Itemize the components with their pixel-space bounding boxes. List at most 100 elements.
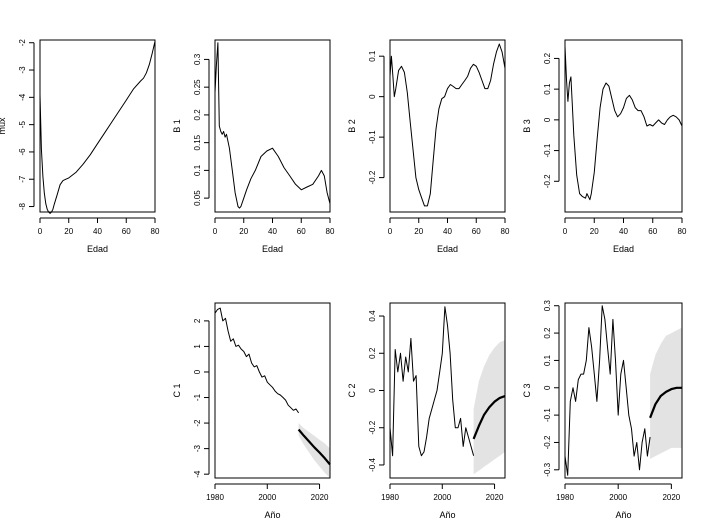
y-tick-label: -0.2 bbox=[543, 435, 552, 449]
panel-4: 0 20 40 60 80 Edad -0.2 -0.1 0 0.1 0.2 B 3 bbox=[522, 39, 687, 254]
x-tick-label: 20 bbox=[590, 227, 599, 236]
x-tick-label: 80 bbox=[678, 227, 687, 236]
forecast-band bbox=[298, 423, 330, 478]
plot-frame bbox=[389, 302, 506, 479]
x-tick-label: 60 bbox=[648, 227, 657, 236]
y-tick-label: -3 bbox=[18, 66, 27, 74]
x-axis-label: Edad bbox=[437, 244, 458, 254]
plot-frame bbox=[214, 39, 331, 213]
x-tick-label: 1980 bbox=[556, 493, 574, 502]
y-tick-label: 1 bbox=[193, 344, 202, 349]
series-line bbox=[214, 307, 300, 414]
x-tick-label: 1980 bbox=[206, 493, 224, 502]
x-axis: 1980 2000 2020 bbox=[381, 483, 504, 502]
x-tick-label: 2020 bbox=[311, 493, 329, 502]
panel-1: 0 20 40 60 80 Edad -8 -7 -6 -5 -4 -3 -2 mux bbox=[0, 39, 160, 254]
y-tick-label: -3 bbox=[193, 445, 202, 453]
x-axis: 0 20 40 60 80 bbox=[563, 217, 687, 236]
y-tick-label: 0.1 bbox=[543, 83, 552, 95]
series-line bbox=[564, 305, 651, 476]
plot-frame bbox=[564, 302, 683, 479]
y-axis: -0.2 -0.1 0 0.1 bbox=[368, 50, 385, 184]
y-tick-label: -0.2 bbox=[543, 174, 552, 188]
y-tick-label: 0.25 bbox=[193, 79, 202, 95]
y-tick-label: 0.2 bbox=[543, 52, 552, 64]
series-line bbox=[39, 41, 156, 214]
x-tick-label: 0 bbox=[38, 227, 43, 236]
x-tick-label: 0 bbox=[213, 227, 218, 236]
y-tick-label: 0 bbox=[368, 94, 377, 99]
y-axis-label: mux bbox=[0, 117, 7, 135]
y-tick-label: 0 bbox=[193, 369, 202, 374]
x-tick-label: 60 bbox=[472, 227, 481, 236]
y-tick-label: -0.1 bbox=[368, 130, 377, 144]
x-axis-label: Edad bbox=[613, 244, 634, 254]
y-tick-label: -0.4 bbox=[368, 458, 377, 472]
plot-frame bbox=[389, 39, 506, 213]
plot-frame bbox=[564, 39, 683, 213]
series-line bbox=[389, 306, 475, 457]
x-tick-label: 40 bbox=[619, 227, 628, 236]
y-tick-label: -2 bbox=[18, 39, 27, 47]
x-tick-label: 40 bbox=[93, 227, 102, 236]
x-axis-label: Edad bbox=[87, 244, 108, 254]
panel-5: 1980 2000 2020 Año -4 -3 -2 -1 0 1 2 C 1 bbox=[172, 302, 331, 520]
panel-6: 1980 2000 2020 Año -0.4 -0.2 0 0.2 0.4 C 2 bbox=[347, 302, 506, 520]
x-tick-label: 2020 bbox=[486, 493, 504, 502]
x-axis: 0 20 40 60 80 bbox=[388, 217, 510, 236]
series-line bbox=[214, 42, 331, 209]
x-axis: 0 20 40 60 80 bbox=[38, 217, 160, 236]
y-tick-label: 0 bbox=[543, 117, 552, 122]
y-axis-label: C 2 bbox=[347, 383, 357, 397]
y-axis-label: C 1 bbox=[172, 383, 182, 397]
y-tick-label: -5 bbox=[18, 121, 27, 129]
series-line bbox=[564, 46, 683, 201]
x-tick-label: 2000 bbox=[258, 493, 276, 502]
y-axis: -0.4 -0.2 0 0.2 0.4 bbox=[368, 310, 385, 472]
x-tick-label: 1980 bbox=[381, 493, 399, 502]
y-tick-label: 0.05 bbox=[193, 190, 202, 206]
y-tick-label: 0.1 bbox=[368, 50, 377, 62]
x-tick-label: 60 bbox=[297, 227, 306, 236]
y-axis-label: B 3 bbox=[522, 119, 532, 133]
y-tick-label: 0.3 bbox=[543, 300, 552, 312]
x-tick-label: 20 bbox=[64, 227, 73, 236]
y-axis: -0.3 -0.2 -0.1 0 0.1 0.2 0.3 bbox=[543, 300, 560, 477]
x-tick-label: 0 bbox=[563, 227, 568, 236]
x-tick-label: 0 bbox=[388, 227, 393, 236]
x-tick-label: 80 bbox=[501, 227, 510, 236]
y-tick-label: -0.1 bbox=[543, 408, 552, 422]
x-tick-label: 2000 bbox=[433, 493, 451, 502]
y-tick-label: 0.1 bbox=[543, 354, 552, 366]
x-axis-label: Año bbox=[615, 510, 631, 520]
y-tick-label: 0.2 bbox=[368, 347, 377, 359]
series-line bbox=[389, 43, 506, 207]
x-tick-label: 80 bbox=[151, 227, 160, 236]
y-tick-label: -8 bbox=[18, 202, 27, 210]
y-tick-label: 0 bbox=[368, 388, 377, 393]
y-axis: 0.05 0.1 0.15 0.2 0.25 0.3 bbox=[193, 53, 210, 206]
y-tick-label: 0.2 bbox=[193, 109, 202, 121]
x-tick-label: 80 bbox=[326, 227, 335, 236]
y-tick-label: 2 bbox=[193, 318, 202, 323]
x-tick-label: 40 bbox=[268, 227, 277, 236]
y-tick-label: -6 bbox=[18, 148, 27, 156]
panel-3: 0 20 40 60 80 Edad -0.2 -0.1 0 0.1 B 2 bbox=[347, 39, 510, 254]
y-tick-label: -0.3 bbox=[543, 462, 552, 476]
x-axis: 1980 2000 2020 bbox=[556, 483, 681, 502]
y-axis-label: B 2 bbox=[347, 119, 357, 133]
x-tick-label: 2000 bbox=[609, 493, 627, 502]
y-tick-label: 0.4 bbox=[368, 310, 377, 322]
x-tick-label: 20 bbox=[239, 227, 248, 236]
forecast-line bbox=[649, 386, 682, 419]
x-tick-label: 60 bbox=[122, 227, 131, 236]
y-tick-label: -2 bbox=[193, 419, 202, 427]
x-axis-label: Edad bbox=[262, 244, 283, 254]
y-tick-label: -4 bbox=[18, 93, 27, 101]
x-tick-label: 2020 bbox=[662, 493, 680, 502]
y-axis-label: C 3 bbox=[522, 383, 532, 397]
y-tick-label: -7 bbox=[18, 175, 27, 183]
forecast-line bbox=[472, 395, 506, 440]
panel-2: 0 20 40 60 80 Edad 0.05 0.1 0.15 0.2 0.25 0.3 B 1 bbox=[172, 39, 335, 254]
